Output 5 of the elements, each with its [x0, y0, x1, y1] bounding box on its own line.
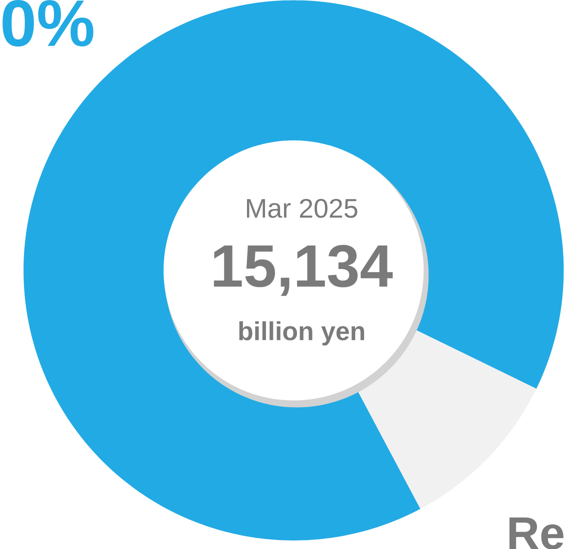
- text: Mar 2025: [246, 198, 358, 218]
- text: 15,134: [214, 244, 393, 296]
- text: 0%: [2, 0, 94, 46]
- text: Re: [509, 517, 564, 549]
- text: billion yen: [239, 321, 364, 346]
